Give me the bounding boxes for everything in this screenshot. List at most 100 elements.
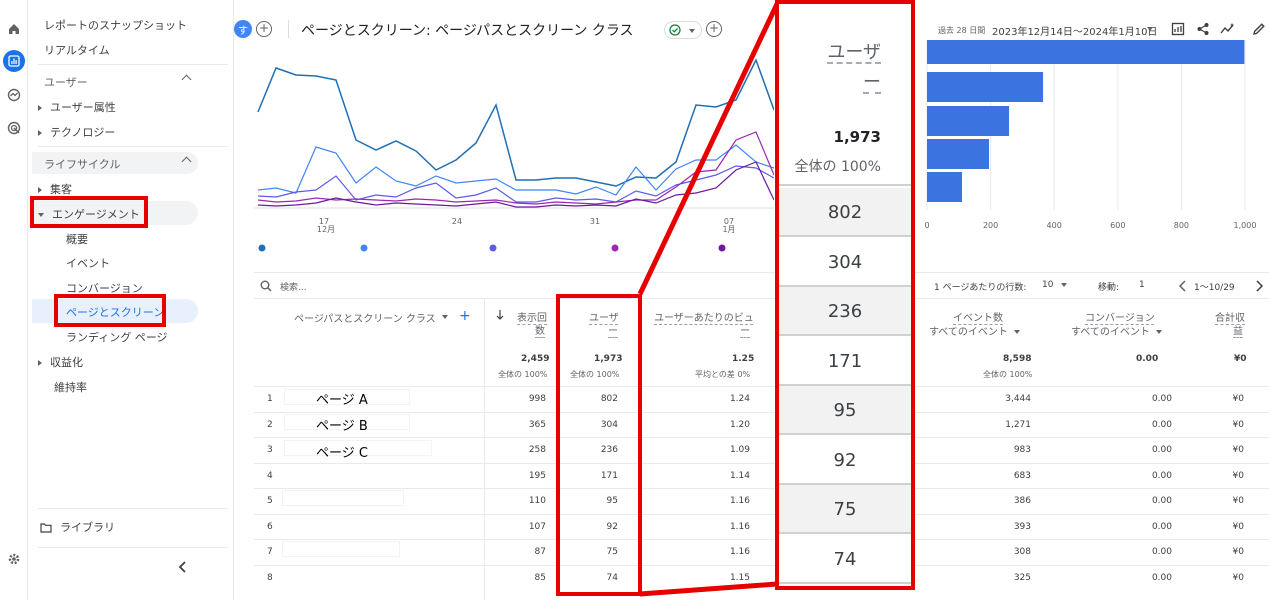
cell-views: 87 bbox=[534, 547, 546, 557]
table-row[interactable]: 1 998 802 1.24 3,444 0.00 ¥0 bbox=[234, 386, 1269, 412]
title-status-chip[interactable] bbox=[664, 21, 702, 39]
insights-icon[interactable] bbox=[1220, 22, 1236, 36]
date-range-picker[interactable]: 2023年12月14日～2024年1月10日 bbox=[992, 27, 1158, 38]
goto-label: 移動: bbox=[1098, 283, 1120, 293]
sidebar-section-lifecycle[interactable]: ライフサイクル bbox=[32, 152, 198, 174]
dimension-dropdown-icon[interactable] bbox=[442, 315, 448, 319]
goto-input[interactable]: 1 bbox=[1139, 280, 1145, 290]
series-1-line bbox=[257, 58, 775, 187]
reports-icon[interactable] bbox=[3, 50, 25, 72]
total-events-sub: 全体の 100% bbox=[983, 370, 1033, 379]
col-header-users[interactable]: ユーザ bbox=[589, 313, 619, 324]
event-filter-label: すべてのイベント bbox=[929, 327, 1008, 338]
conversion-filter[interactable]: すべてのイベント bbox=[1071, 323, 1162, 338]
cell-views: 110 bbox=[528, 496, 546, 506]
sidebar-item-events[interactable]: イベント bbox=[66, 257, 110, 270]
col-header-revenue[interactable]: 合計収 bbox=[1215, 313, 1245, 324]
total-vpu-sub: 平均との差 0% bbox=[695, 370, 751, 379]
row-number: 3 bbox=[267, 445, 273, 455]
row-divider bbox=[254, 513, 1269, 515]
table-search-input[interactable]: 検索... bbox=[280, 283, 307, 293]
x-tick-label: 800 bbox=[1174, 221, 1189, 230]
row-number: 1 bbox=[267, 394, 273, 404]
table-row[interactable]: 5 110 95 1.16 386 0.00 ¥0 bbox=[234, 488, 1269, 514]
share-icon[interactable] bbox=[1196, 22, 1210, 36]
redacted-name bbox=[282, 541, 400, 557]
advertising-icon[interactable] bbox=[3, 117, 25, 139]
bar[interactable] bbox=[927, 106, 1010, 136]
comparison-avatar[interactable]: す bbox=[234, 20, 252, 38]
col-header-vpu-2: ー bbox=[740, 326, 750, 337]
sidebar-item-landing-page[interactable]: ランディング ページ bbox=[66, 331, 168, 344]
item-label: 収益化 bbox=[50, 356, 83, 369]
collapse-sidebar-icon[interactable] bbox=[176, 560, 190, 574]
sidebar-item-acquisition[interactable]: 集客 bbox=[38, 181, 72, 197]
table-row[interactable]: 2 365 304 1.20 1,271 0.00 ¥0 bbox=[234, 412, 1269, 438]
chevron-up-icon bbox=[181, 156, 192, 167]
col-header-views-per-user[interactable]: ユーザーあたりのビュ bbox=[654, 313, 754, 324]
add-comparison-icon[interactable]: + bbox=[256, 21, 272, 37]
cell-revenue: ¥0 bbox=[1232, 521, 1244, 532]
event-filter[interactable]: すべてのイベント bbox=[929, 323, 1020, 338]
sidebar-item-conversions[interactable]: コンバージョン bbox=[66, 282, 143, 295]
sidebar-item-engagement[interactable]: エンゲージメント bbox=[32, 201, 198, 225]
sidebar-item-library[interactable]: ライブラリ bbox=[40, 519, 115, 535]
row-divider bbox=[254, 437, 1269, 438]
customize-report-icon[interactable] bbox=[1171, 22, 1185, 36]
bar-chart-svg: 0 200 400 600 800 1,000 bbox=[924, 34, 1256, 230]
zoom-total: 1,973 bbox=[833, 128, 881, 146]
sidebar-item-overview[interactable]: 概要 bbox=[66, 233, 88, 246]
bar[interactable] bbox=[927, 34, 1245, 64]
bar[interactable] bbox=[927, 172, 962, 202]
row-number: 5 bbox=[267, 496, 273, 506]
settings-icon[interactable] bbox=[3, 548, 25, 570]
table-row[interactable]: 8 85 74 1.15 325 0.00 ¥0 bbox=[234, 565, 1269, 591]
cell-conversions: 0.00 bbox=[1151, 521, 1172, 532]
users-zoom-panel: ユーザ ー 1,973 全体の 100% 802 304 236 171 95 92 75 7… bbox=[775, 0, 915, 590]
sidebar-item-retention[interactable]: 維持率 bbox=[54, 381, 87, 394]
cell-conversions: 0.00 bbox=[1151, 394, 1172, 404]
edit-icon[interactable] bbox=[1252, 22, 1266, 36]
sidebar-item-realtime[interactable]: リアルタイム bbox=[44, 44, 110, 57]
caret-right-icon bbox=[38, 105, 42, 111]
row-number: 2 bbox=[267, 419, 273, 430]
bar[interactable] bbox=[927, 139, 990, 169]
legend-dot[interactable] bbox=[360, 244, 368, 252]
explore-icon[interactable] bbox=[3, 84, 25, 106]
legend-dot[interactable] bbox=[258, 244, 266, 252]
cell-users: 75 bbox=[606, 547, 618, 557]
cell-vpu: 1.16 bbox=[729, 521, 750, 532]
col-header-views[interactable]: 表示回 bbox=[517, 313, 547, 324]
sidebar-item-technology[interactable]: テクノロジー bbox=[38, 124, 115, 140]
sidebar-item-monetization[interactable]: 収益化 bbox=[38, 354, 83, 370]
sidebar-item-pages-screens[interactable]: ページとスクリーン bbox=[32, 299, 198, 323]
rows-per-page-select[interactable]: 10 bbox=[1042, 280, 1068, 290]
home-icon[interactable] bbox=[3, 18, 25, 40]
cell-events: 393 bbox=[1013, 521, 1031, 532]
add-dimension-icon[interactable]: + bbox=[459, 308, 471, 324]
cell-users: 74 bbox=[606, 572, 618, 583]
cell-conversions: 0.00 bbox=[1151, 470, 1172, 481]
table-row[interactable]: 6 107 92 1.16 393 0.00 ¥0 bbox=[234, 514, 1269, 540]
sort-desc-icon[interactable] bbox=[496, 309, 504, 321]
table-row[interactable]: 4 195 171 1.14 683 0.00 ¥0 bbox=[234, 463, 1269, 489]
col-header-conversions[interactable]: コンバージョン bbox=[1085, 313, 1155, 324]
total-vpu: 1.25 bbox=[732, 354, 755, 364]
legend-dot[interactable] bbox=[489, 244, 497, 252]
next-page-icon[interactable] bbox=[1254, 280, 1264, 292]
sidebar-section-user[interactable]: ユーザー bbox=[32, 70, 198, 90]
sidebar-item-snapshot[interactable]: レポートのスナップショット bbox=[44, 19, 187, 32]
col-header-dimension[interactable]: ページパスとスクリーン クラス bbox=[294, 314, 436, 325]
sidebar-item-user-attributes[interactable]: ユーザー属性 bbox=[38, 99, 116, 115]
col-header-event-count[interactable]: イベント数 bbox=[953, 313, 1003, 324]
table-row[interactable]: 7 87 75 1.16 308 0.00 ¥0 bbox=[234, 539, 1269, 565]
date-dropdown-icon[interactable] bbox=[1147, 27, 1153, 31]
legend-dot[interactable] bbox=[718, 244, 726, 252]
table-row[interactable]: 3 258 236 1.09 983 0.00 ¥0 bbox=[234, 437, 1269, 463]
add-filter-icon[interactable]: + bbox=[706, 21, 722, 37]
page-name-label: ページ B bbox=[316, 419, 368, 434]
bar[interactable] bbox=[927, 72, 1044, 102]
prev-page-icon[interactable] bbox=[1178, 280, 1188, 292]
legend-dot[interactable] bbox=[611, 244, 619, 252]
check-circle-icon bbox=[669, 24, 681, 36]
